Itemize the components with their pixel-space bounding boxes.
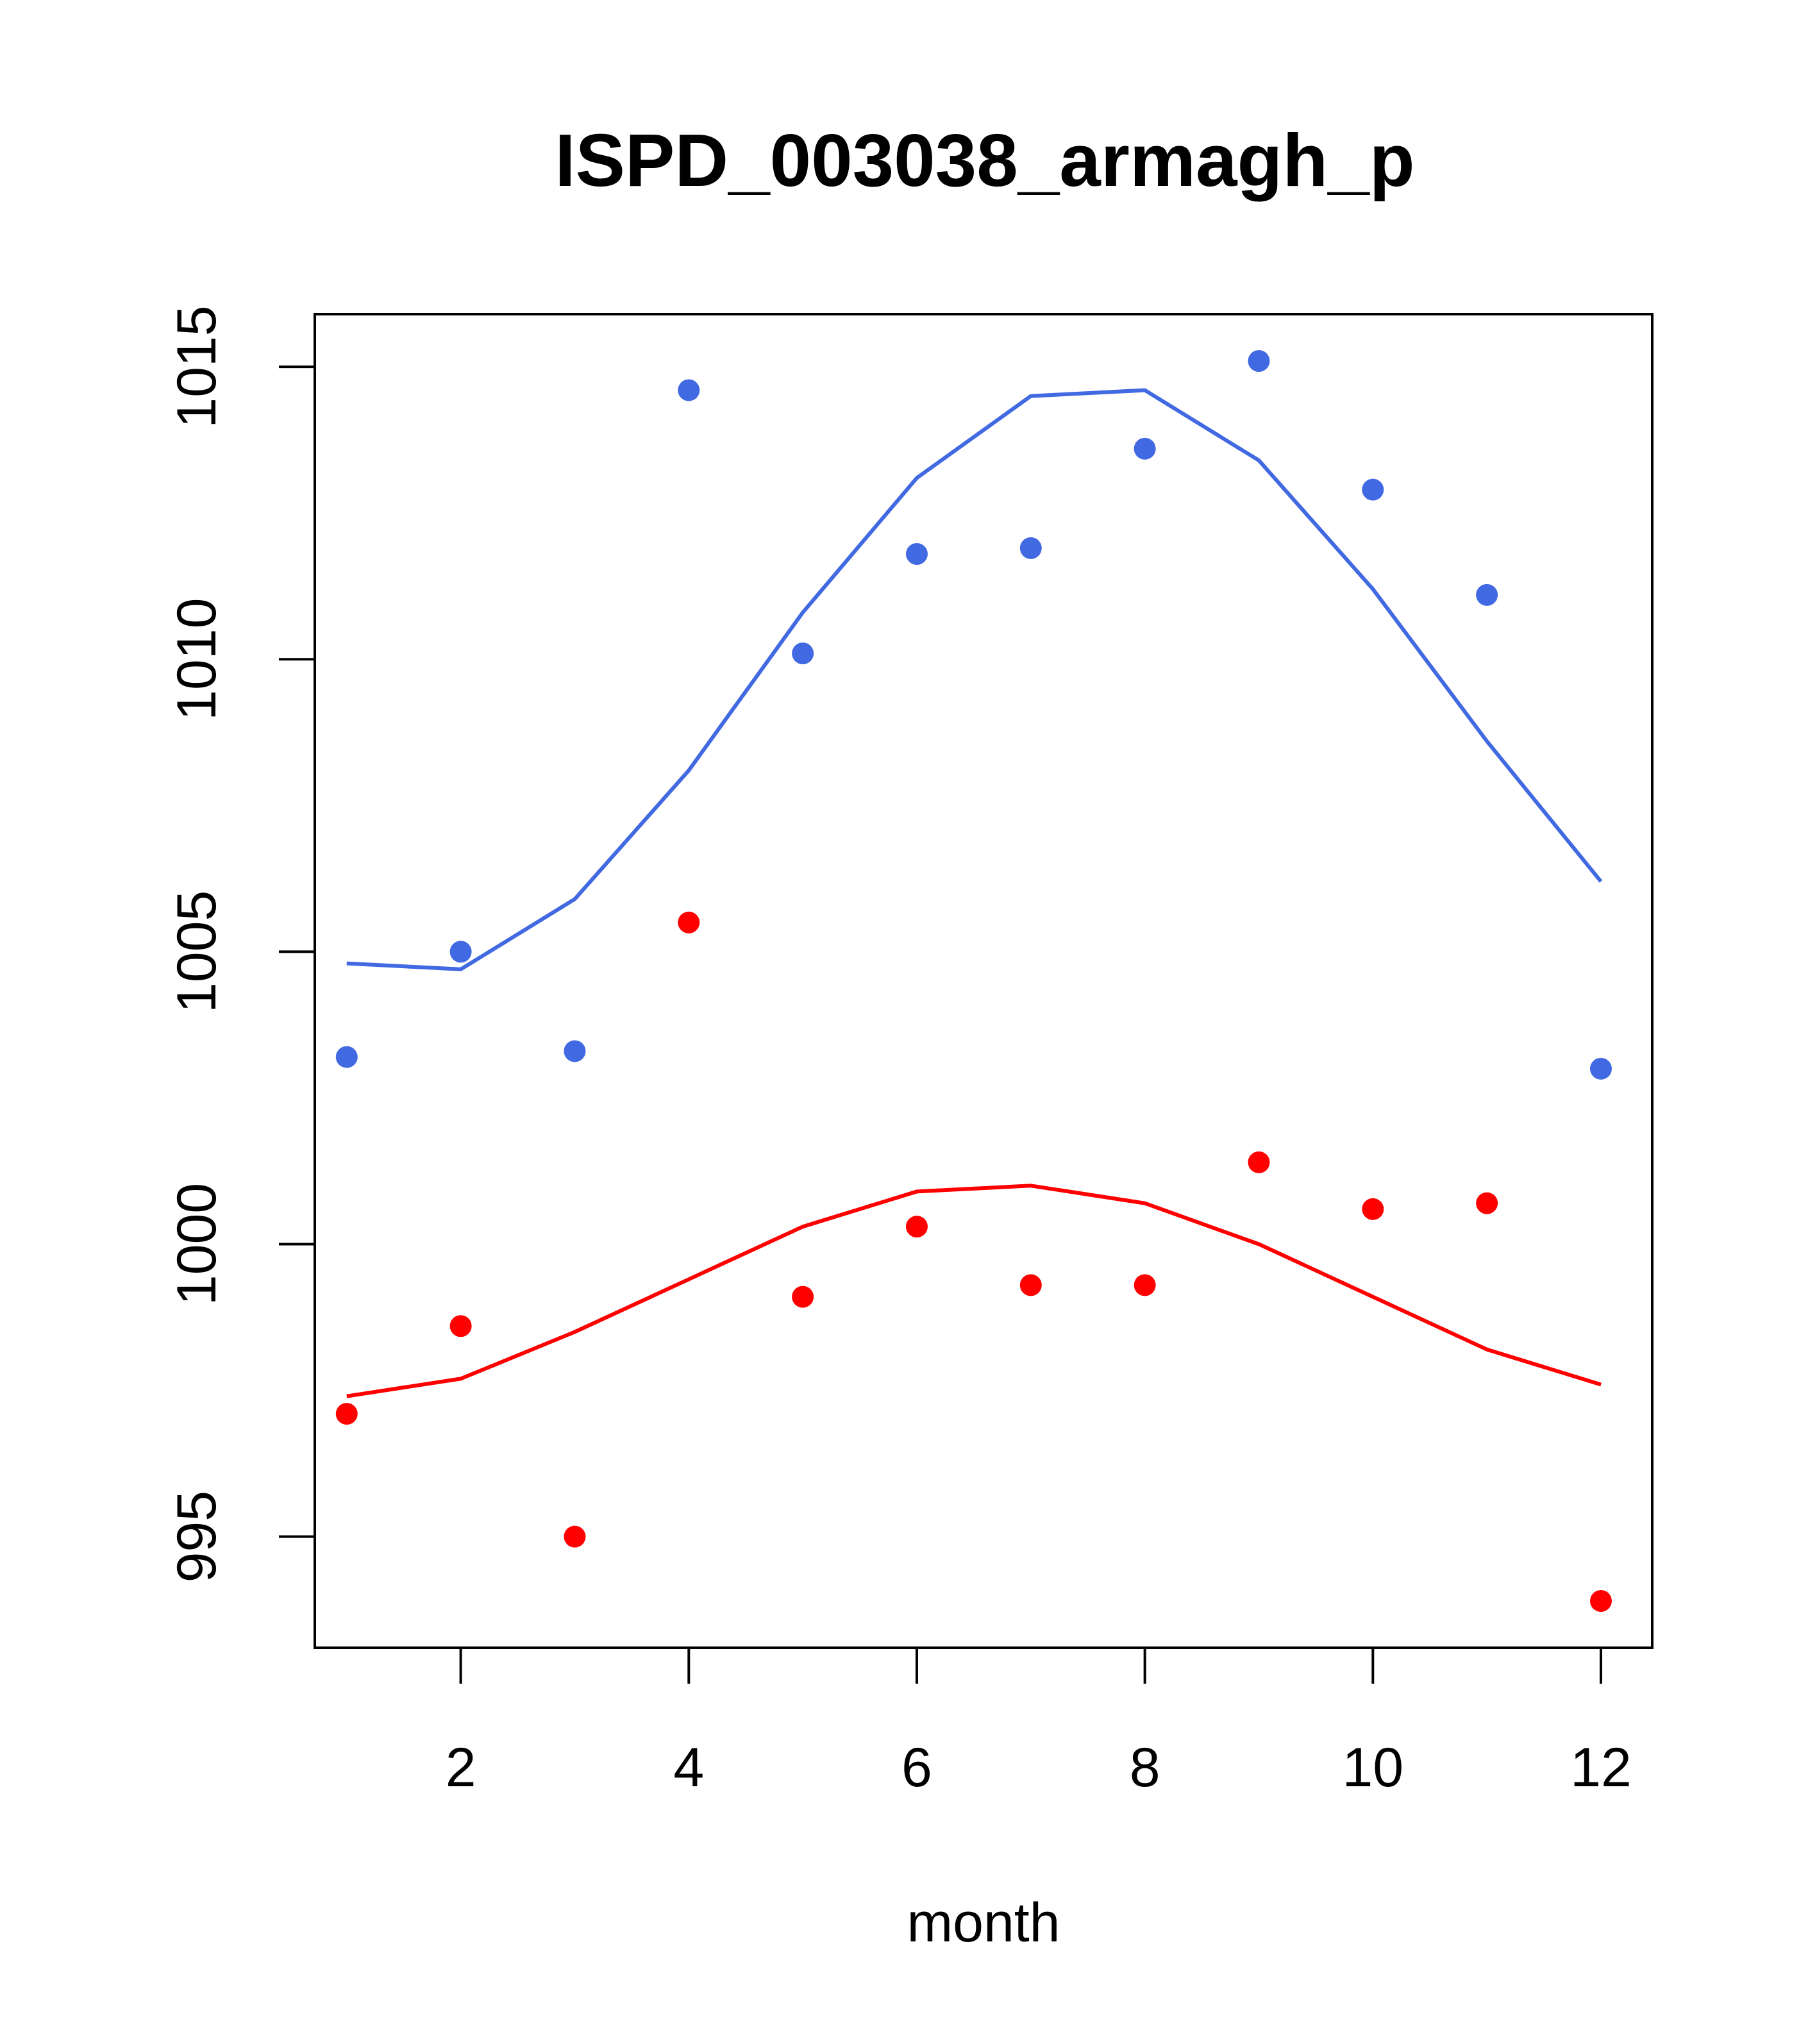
blue-point bbox=[564, 1040, 586, 1062]
red-point bbox=[1589, 1590, 1612, 1613]
x-axis-label: month bbox=[907, 1892, 1060, 1954]
blue-point bbox=[1362, 478, 1384, 501]
blue-point bbox=[335, 1046, 358, 1068]
x-tick-label: 8 bbox=[1130, 1737, 1160, 1798]
series-group bbox=[335, 349, 1612, 1613]
blue-line bbox=[346, 388, 1603, 971]
red-point bbox=[1248, 1151, 1270, 1173]
red-point bbox=[792, 1286, 814, 1308]
blue-point bbox=[1589, 1057, 1612, 1080]
red-point bbox=[1019, 1274, 1042, 1296]
x-tick-label: 2 bbox=[446, 1737, 476, 1798]
red-point bbox=[335, 1403, 358, 1425]
y-tick-label: 1000 bbox=[166, 1183, 228, 1305]
blue-point bbox=[1134, 437, 1156, 460]
red-point bbox=[449, 1315, 472, 1337]
blue-point bbox=[1019, 537, 1042, 559]
red-point bbox=[1476, 1192, 1498, 1214]
y-tick-label: 1010 bbox=[166, 598, 228, 721]
x-tick-label: 4 bbox=[673, 1737, 704, 1798]
red-point bbox=[1362, 1198, 1384, 1220]
red-line bbox=[346, 1184, 1602, 1398]
blue-point bbox=[1248, 349, 1270, 372]
chart-title: ISPD_003038_armagh_p bbox=[555, 119, 1414, 202]
y-tick-label: 1015 bbox=[166, 305, 228, 428]
blue-point bbox=[792, 642, 814, 665]
x-tick-label: 10 bbox=[1342, 1737, 1403, 1798]
x-tick-label: 12 bbox=[1570, 1737, 1632, 1798]
y-axis: 995 1000 1005 1010 1015 bbox=[166, 305, 316, 1583]
red-point bbox=[564, 1525, 586, 1548]
blue-point bbox=[678, 379, 700, 401]
y-tick-label: 995 bbox=[166, 1491, 228, 1583]
blue-point bbox=[905, 543, 928, 565]
x-tick-label: 6 bbox=[901, 1737, 932, 1798]
y-tick-label: 1005 bbox=[166, 891, 228, 1013]
red-point bbox=[905, 1216, 928, 1238]
x-axis: 2 4 6 8 10 12 bbox=[446, 1646, 1632, 1798]
blue-point bbox=[449, 941, 472, 963]
red-point bbox=[1134, 1274, 1156, 1296]
red-point bbox=[678, 911, 700, 934]
blue-point bbox=[1476, 583, 1498, 606]
